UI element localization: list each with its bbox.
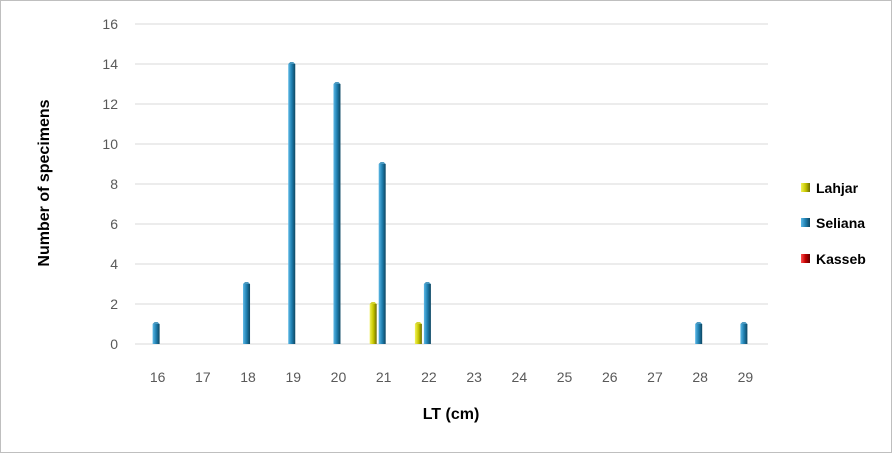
x-tick-label: 20 bbox=[331, 369, 347, 385]
x-tick-label: 21 bbox=[376, 369, 392, 385]
legend-swatch bbox=[801, 254, 810, 263]
x-tick-label: 16 bbox=[150, 369, 166, 385]
bar-seliana bbox=[423, 282, 431, 344]
x-tick-label: 22 bbox=[421, 369, 437, 385]
legend-item-kasseb: Kasseb bbox=[801, 251, 866, 267]
x-tick-label: 28 bbox=[692, 369, 708, 385]
y-axis-title: Number of specimens bbox=[36, 99, 53, 266]
y-tick-labels: 0 2 4 6 8 10 12 14 16 bbox=[102, 16, 118, 352]
bar-seliana bbox=[740, 322, 748, 344]
x-tick-label: 19 bbox=[285, 369, 301, 385]
x-tick-label: 17 bbox=[195, 369, 211, 385]
legend-item-lahjar: Lahjar bbox=[801, 180, 859, 196]
x-tick-label: 23 bbox=[466, 369, 482, 385]
gridlines bbox=[135, 23, 768, 345]
bar-seliana bbox=[152, 322, 160, 344]
legend-label: Kasseb bbox=[816, 251, 866, 267]
x-tick-labels: 16 17 18 19 20 21 22 23 24 25 26 27 28 29 bbox=[150, 369, 754, 385]
x-tick-label: 27 bbox=[647, 369, 663, 385]
legend-label: Seliana bbox=[816, 215, 865, 231]
x-tick-label: 25 bbox=[557, 369, 573, 385]
legend-item-seliana: Seliana bbox=[801, 215, 865, 231]
x-tick-label: 24 bbox=[512, 369, 528, 385]
x-tick-label: 26 bbox=[602, 369, 618, 385]
y-tick-label: 2 bbox=[110, 296, 118, 312]
x-tick-label: 29 bbox=[738, 369, 754, 385]
x-tick-label: 18 bbox=[240, 369, 256, 385]
bar-seliana bbox=[695, 322, 703, 344]
y-tick-label: 0 bbox=[110, 336, 118, 352]
y-tick-label: 14 bbox=[102, 56, 118, 72]
legend-swatch bbox=[801, 218, 810, 227]
y-tick-label: 16 bbox=[102, 16, 118, 32]
legend-label: Lahjar bbox=[816, 180, 859, 196]
bar-seliana bbox=[288, 62, 296, 344]
bar-seliana bbox=[243, 282, 251, 344]
legend-swatch bbox=[801, 183, 810, 192]
bar-lahjar bbox=[414, 322, 422, 344]
bar-seliana bbox=[333, 82, 341, 344]
y-tick-label: 12 bbox=[102, 96, 118, 112]
y-tick-label: 10 bbox=[102, 136, 118, 152]
bar-seliana bbox=[378, 162, 386, 344]
bars bbox=[152, 62, 748, 344]
y-tick-label: 4 bbox=[110, 256, 118, 272]
legend: Lahjar Seliana Kasseb bbox=[801, 180, 866, 267]
x-axis-title: LT (cm) bbox=[423, 406, 480, 423]
y-tick-label: 8 bbox=[110, 176, 118, 192]
bar-lahjar bbox=[369, 302, 377, 344]
y-tick-label: 6 bbox=[110, 216, 118, 232]
